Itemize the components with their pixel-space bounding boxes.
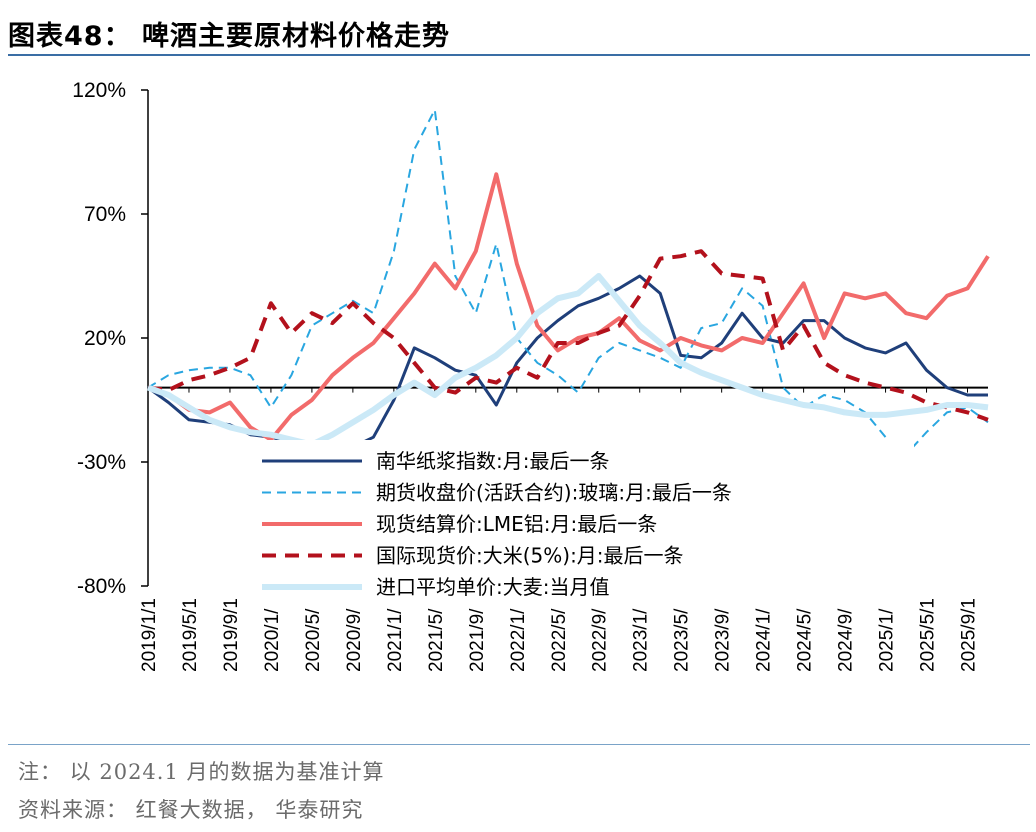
y-tick-label: 20% [84, 327, 126, 350]
x-tick-label: 2019/1/1 [139, 598, 160, 672]
legend-label-4: 国际现货价:大米(5%):月:最后一条 [376, 544, 684, 568]
series-line-3 [147, 172, 990, 442]
footer-rule [8, 744, 1030, 745]
line-chart: 120% 70% 20% -30% -80% 2019/1/1 2019/5/1 2019/9… [72, 79, 990, 672]
series-line-4 [147, 249, 989, 422]
legend-label-2: 期货收盘价(活跃合约):玻璃:月:最后一条 [376, 481, 732, 505]
legend-label-3: 现货结算价:LME铝:月:最后一条 [376, 512, 657, 536]
footnote: 注： 以 2024.1 月的数据为基准计算 [18, 760, 385, 784]
x-tick-label: 2023/1/1 [631, 598, 652, 672]
x-tick-label: 2025/9/1 [959, 598, 980, 672]
x-tick-label: 2023/9/1 [713, 598, 734, 672]
x-tick-label: 2024/9/1 [836, 598, 857, 672]
legend-background [254, 440, 914, 608]
x-tick-label: 2019/9/1 [221, 598, 242, 672]
y-tick-label: -80% [77, 575, 126, 598]
x-tick-label: 2022/9/1 [590, 598, 611, 672]
x-tick-label: 2021/5/1 [426, 598, 447, 672]
y-tick-label: 70% [84, 203, 126, 226]
legend-label-5: 进口平均单价:大麦:当月值 [376, 575, 609, 599]
series-line-5 [146, 273, 989, 448]
x-tick-label: 2020/1/1 [262, 598, 283, 672]
legend-label-1: 南华纸浆指数:月:最后一条 [376, 449, 609, 473]
x-tick-label: 2023/5/1 [672, 598, 693, 672]
x-tick-label: 2024/5/1 [795, 598, 816, 672]
x-tick-label: 2021/9/1 [467, 598, 488, 672]
title-rule [8, 54, 1030, 56]
x-tick-label: 2021/1/1 [385, 598, 406, 672]
source-note: 资料来源： 红餐大数据， 华泰研究 [18, 798, 364, 822]
x-tick-label: 2020/9/1 [344, 598, 365, 672]
series-line-1 [147, 274, 988, 454]
y-tick-label: 120% [72, 79, 126, 102]
x-tick-label: 2022/1/1 [508, 598, 529, 672]
x-tick-label: 2022/5/1 [549, 598, 570, 672]
x-tick-label: 2019/5/1 [180, 598, 201, 672]
figure-title: 图表48： 啤酒主要原材料价格走势 [8, 21, 450, 52]
x-tick-label: 2025/5/1 [918, 598, 939, 672]
x-tick-label: 2024/1/1 [754, 598, 775, 672]
x-tick-label: 2020/5/1 [303, 598, 324, 672]
x-tick-label: 2025/1/1 [877, 598, 898, 672]
y-tick-label: -30% [77, 451, 126, 474]
series-line-2 [147, 108, 989, 456]
